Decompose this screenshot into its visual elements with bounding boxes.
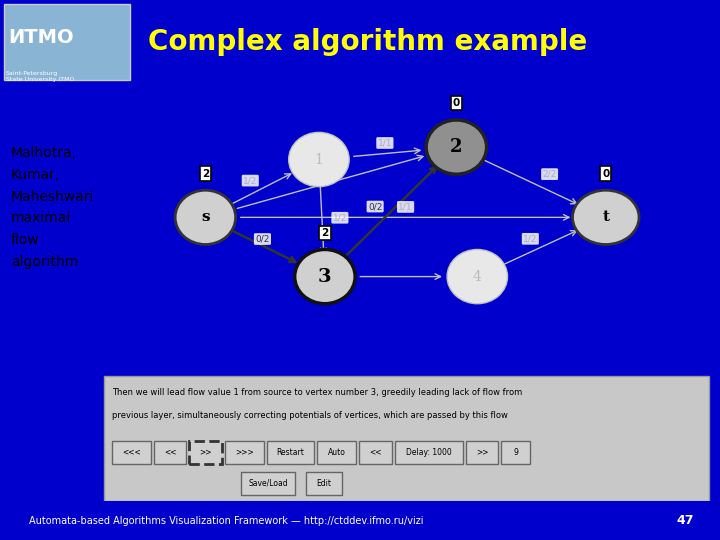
Text: Save/Load: Save/Load [248, 479, 288, 488]
Text: <<: << [164, 448, 176, 457]
FancyBboxPatch shape [225, 441, 264, 463]
Text: 2/2: 2/2 [542, 170, 557, 179]
Text: >>>: >>> [235, 448, 254, 457]
Text: 2/2: 2/2 [316, 168, 330, 177]
Text: 3: 3 [318, 268, 332, 286]
FancyBboxPatch shape [501, 441, 530, 463]
Text: 9: 9 [513, 448, 518, 457]
Text: 1/1: 1/1 [398, 202, 413, 212]
Text: Malhotra,
Kumar,
Maheshwari
maximal
flow
algorithm: Malhotra, Kumar, Maheshwari maximal flow… [11, 146, 94, 269]
Text: 0: 0 [453, 98, 460, 109]
Ellipse shape [447, 249, 508, 303]
Text: <<<: <<< [122, 448, 141, 457]
FancyBboxPatch shape [306, 472, 342, 495]
Text: Auto: Auto [328, 448, 346, 457]
FancyBboxPatch shape [359, 441, 392, 463]
FancyBboxPatch shape [466, 441, 498, 463]
Text: 4: 4 [473, 269, 482, 284]
Text: 2: 2 [450, 138, 463, 156]
Ellipse shape [289, 132, 349, 187]
Text: Restart: Restart [276, 448, 305, 457]
Ellipse shape [426, 120, 487, 174]
FancyBboxPatch shape [267, 441, 314, 463]
FancyBboxPatch shape [4, 4, 130, 79]
Text: 0: 0 [602, 168, 609, 179]
FancyBboxPatch shape [241, 472, 295, 495]
FancyBboxPatch shape [112, 441, 151, 463]
FancyBboxPatch shape [154, 441, 186, 463]
Text: >>: >> [476, 448, 488, 457]
Text: ИТМО: ИТМО [9, 28, 74, 47]
Text: Then we will lead flow value 1 from source to vertex number 3, greedily leading : Then we will lead flow value 1 from sour… [112, 388, 522, 397]
Ellipse shape [572, 190, 639, 245]
FancyBboxPatch shape [395, 441, 463, 463]
Text: Automata-based Algorithms Visualization Framework — http://ctddev.ifmo.ru/vizi: Automata-based Algorithms Visualization … [29, 516, 423, 525]
Text: >>: >> [199, 448, 212, 457]
Text: 1: 1 [315, 152, 323, 166]
Text: t: t [602, 211, 609, 224]
Text: 2: 2 [321, 228, 328, 238]
Text: 1/2: 1/2 [243, 176, 258, 185]
Text: 1/2: 1/2 [523, 234, 538, 244]
Text: Edit: Edit [317, 479, 331, 488]
Text: 1/2: 1/2 [333, 213, 347, 222]
Text: 0/2: 0/2 [368, 202, 382, 211]
FancyBboxPatch shape [317, 441, 356, 463]
Text: previous layer, simultaneously correcting potentials of vertices, which are pass: previous layer, simultaneously correctin… [112, 411, 508, 420]
Text: Delay: 1000: Delay: 1000 [406, 448, 451, 457]
Text: 2: 2 [202, 168, 209, 179]
Ellipse shape [294, 249, 355, 303]
Ellipse shape [175, 190, 235, 245]
FancyBboxPatch shape [189, 441, 222, 463]
Text: <<: << [369, 448, 382, 457]
Text: 1/1: 1/1 [377, 138, 392, 147]
Text: Saint-Petersburg
State University ITMO: Saint-Petersburg State University ITMO [6, 71, 74, 82]
Text: Complex algorithm example: Complex algorithm example [148, 28, 587, 56]
Text: 0/2: 0/2 [256, 234, 269, 244]
Text: 47: 47 [677, 514, 694, 527]
Text: s: s [201, 211, 210, 224]
FancyBboxPatch shape [104, 376, 709, 501]
